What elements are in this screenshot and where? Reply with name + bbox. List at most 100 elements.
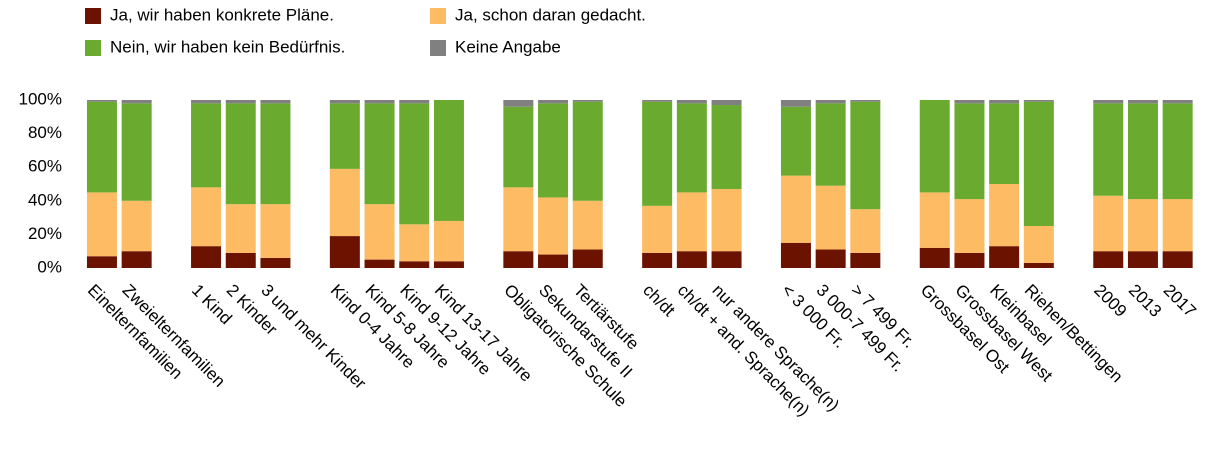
bar-segment xyxy=(572,200,603,250)
bar-segment xyxy=(711,251,742,268)
bar-segment xyxy=(121,103,152,201)
bar-segment xyxy=(780,106,811,176)
bar-segment xyxy=(86,101,117,193)
bar-segment xyxy=(919,247,950,268)
bar-segment xyxy=(954,103,985,200)
bar-segment xyxy=(1127,100,1158,104)
bar-segment xyxy=(191,103,222,188)
bar-segment xyxy=(676,251,707,268)
bar-segment xyxy=(954,252,985,268)
bar-segment xyxy=(329,236,360,268)
bar-segment xyxy=(850,101,881,210)
bar-segment xyxy=(989,100,1020,104)
bar-segment xyxy=(260,257,291,268)
bar-segment xyxy=(503,251,534,268)
bar-segment xyxy=(364,204,395,260)
bar-segment xyxy=(1127,251,1158,268)
bar-segment xyxy=(780,175,811,243)
bar-segment xyxy=(711,189,742,252)
bar-segment xyxy=(1162,103,1193,200)
bar-segment xyxy=(121,251,152,268)
bar-segment xyxy=(1023,100,1054,102)
legend-swatch xyxy=(85,40,101,56)
bar-segment xyxy=(676,192,707,252)
legend-swatch xyxy=(85,8,101,24)
bar-segment xyxy=(676,100,707,104)
bar-segment xyxy=(642,101,673,206)
bar-segment xyxy=(399,103,430,225)
bar-segment xyxy=(780,242,811,268)
bar-segment xyxy=(503,100,534,107)
bar-segment xyxy=(260,103,291,205)
bar-segment xyxy=(1162,199,1193,252)
bar-segment xyxy=(225,103,256,205)
bar-segment xyxy=(572,100,603,102)
bar-segment xyxy=(121,200,152,252)
x-tick-label: ch/dt xyxy=(639,281,679,321)
bar-segment xyxy=(260,100,291,104)
bar-segment xyxy=(815,100,846,104)
bar-segment xyxy=(191,246,222,268)
bar-segment xyxy=(225,100,256,104)
bar-segment xyxy=(538,254,569,268)
bar-segment xyxy=(1162,100,1193,104)
bar-segment xyxy=(711,105,742,190)
bar-segment xyxy=(225,204,256,253)
bar-segment xyxy=(399,224,430,262)
bar-segment xyxy=(642,100,673,102)
legend-label: Nein, wir haben kein Bedürfnis. xyxy=(110,37,345,56)
bar-segment xyxy=(1023,226,1054,263)
y-tick-label: 0% xyxy=(37,257,62,276)
bar-segment xyxy=(919,100,950,193)
bar-segment xyxy=(503,187,534,252)
bar-segment xyxy=(121,100,152,104)
bar-segment xyxy=(86,100,117,102)
bar-segment xyxy=(850,209,881,253)
bar-segment xyxy=(433,100,464,221)
bar-segment xyxy=(815,249,846,268)
bar-segment xyxy=(676,103,707,193)
bar-segment xyxy=(399,261,430,268)
bar-segment xyxy=(433,220,464,262)
bar-segment xyxy=(260,204,291,258)
bar-segment xyxy=(989,184,1020,247)
bar-segment xyxy=(850,252,881,268)
legend-swatch xyxy=(430,8,446,24)
bar-segment xyxy=(850,100,881,102)
bar-segment xyxy=(989,103,1020,184)
bar-segment xyxy=(1023,101,1054,226)
bar-segment xyxy=(329,103,360,169)
bar-segment xyxy=(538,100,569,104)
bar-segment xyxy=(1127,103,1158,200)
legend-label: Ja, schon daran gedacht. xyxy=(455,5,646,24)
bar-segment xyxy=(815,185,846,250)
bar-segment xyxy=(191,187,222,247)
bar-segment xyxy=(954,100,985,104)
bar-segment xyxy=(538,197,569,255)
bar-segment xyxy=(1093,103,1124,196)
bar-segment xyxy=(86,192,117,257)
bar-segment xyxy=(364,100,395,104)
bar-segment xyxy=(86,256,117,268)
x-tick-label: 2017 xyxy=(1160,281,1200,321)
bar-segment xyxy=(989,246,1020,268)
bar-segment xyxy=(329,168,360,237)
bar-segment xyxy=(642,205,673,253)
bar-segment xyxy=(191,100,222,104)
bar-segment xyxy=(364,259,395,268)
bar-segment xyxy=(572,249,603,268)
bar-segment xyxy=(538,103,569,198)
legend-label: Keine Angabe xyxy=(455,37,561,56)
x-tick-label: 2013 xyxy=(1125,281,1165,321)
legend-swatch xyxy=(430,40,446,56)
bar-segment xyxy=(399,100,430,104)
bar-segment xyxy=(364,103,395,205)
y-tick-label: 40% xyxy=(28,190,62,209)
bar-segment xyxy=(1093,100,1124,104)
bar-segment xyxy=(572,101,603,201)
bar-segment xyxy=(225,252,256,268)
bar-segment xyxy=(503,106,534,188)
y-tick-label: 80% xyxy=(28,123,62,142)
bar-segment xyxy=(1162,251,1193,268)
